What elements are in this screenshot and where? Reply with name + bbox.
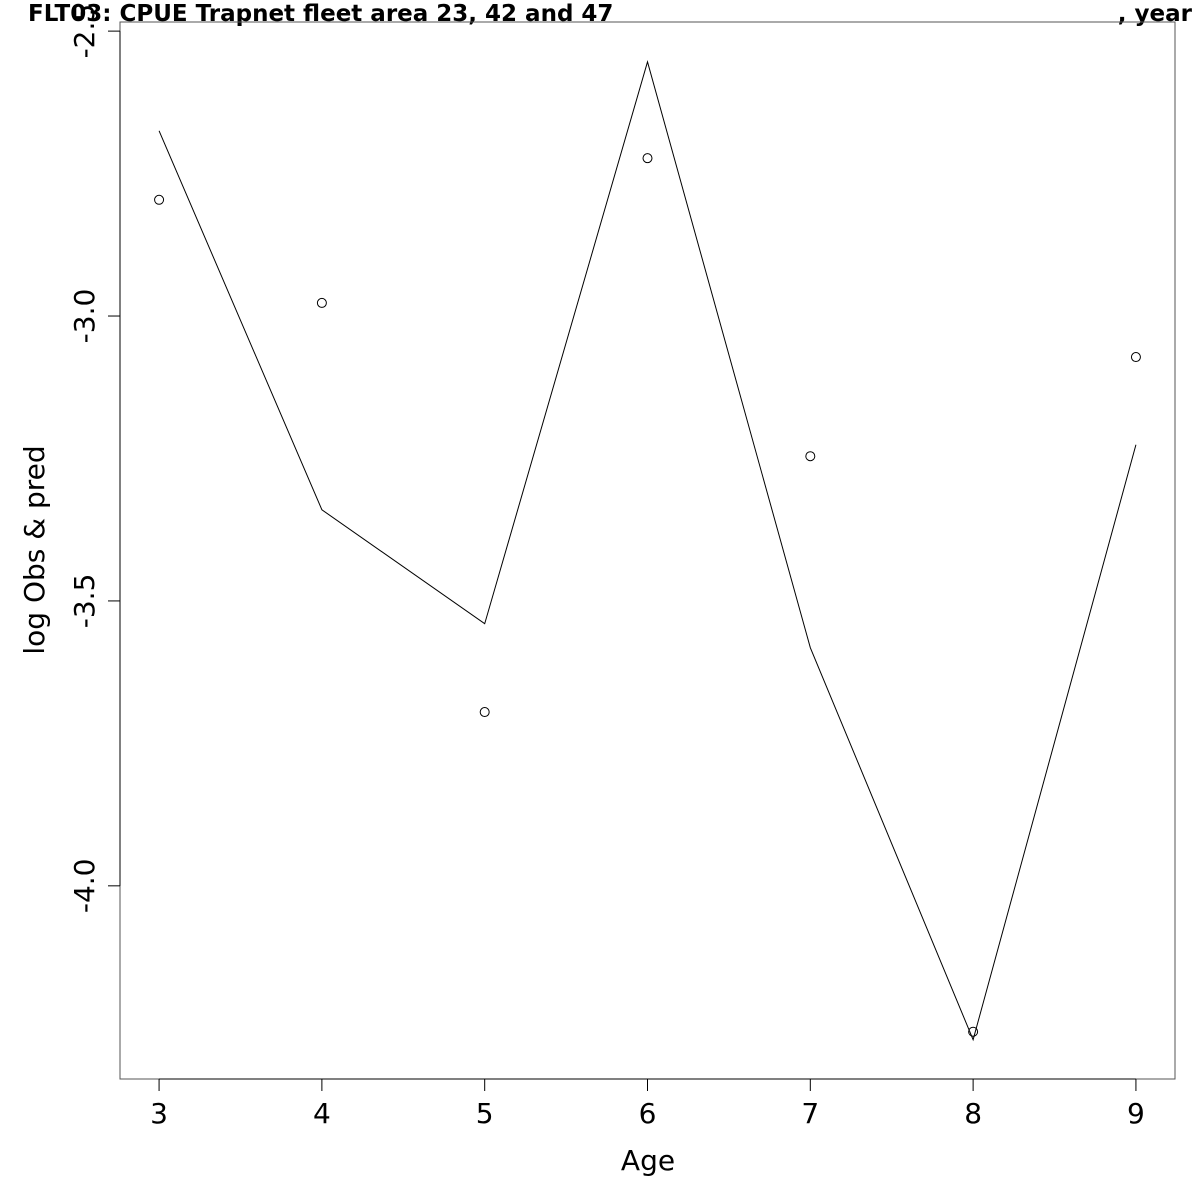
y-tick-label: -3.5 xyxy=(68,574,101,629)
chart-title-suffix: , year xyxy=(1118,1,1193,27)
y-tick-label: -4.0 xyxy=(68,859,101,914)
observed-point xyxy=(642,153,653,164)
y-tick-label: -3.0 xyxy=(68,289,101,344)
observed-point xyxy=(805,451,816,462)
x-tick-label: 7 xyxy=(801,1097,819,1130)
predicted-line xyxy=(158,60,1137,1042)
observed-point xyxy=(968,1026,979,1037)
observed-point xyxy=(479,707,490,718)
chart-title: FLT03: CPUE Trapnet fleet area 23, 42 an… xyxy=(28,1,613,27)
x-tick-label: 8 xyxy=(964,1097,982,1130)
observed-point xyxy=(154,194,165,205)
x-tick-label: 4 xyxy=(313,1097,331,1130)
observed-point xyxy=(1130,352,1141,363)
x-tick-label: 6 xyxy=(639,1097,657,1130)
x-tick-label: 3 xyxy=(150,1097,168,1130)
x-axis-label: Age xyxy=(621,1144,675,1177)
y-tick-label: -2.5 xyxy=(68,4,101,59)
x-tick-label: 9 xyxy=(1127,1097,1145,1130)
y-axis-label: log Obs & pred xyxy=(18,445,51,654)
observed-point xyxy=(316,297,327,308)
x-tick-label: 5 xyxy=(476,1097,494,1130)
